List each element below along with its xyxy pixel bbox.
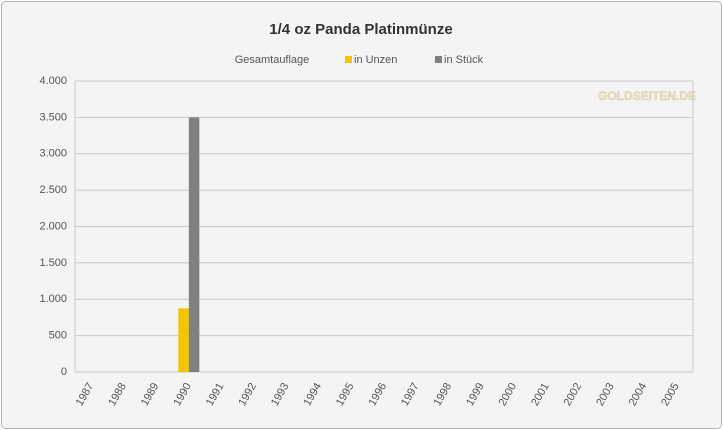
chart-title: 1/4 oz Panda Platinmünze	[269, 21, 452, 38]
y-tick-label: 2.000	[39, 220, 67, 232]
y-tick-label: 2.500	[39, 184, 67, 196]
legend-label: in Stück	[444, 54, 484, 66]
y-tick-label: 1.000	[39, 293, 67, 305]
y-tick-label: 3.500	[39, 111, 67, 123]
legend-swatch	[345, 56, 352, 63]
y-tick-label: 3.000	[39, 148, 67, 160]
legend-label: in Unzen	[354, 54, 397, 66]
y-tick-label: 4.000	[39, 75, 67, 87]
bar	[188, 117, 200, 372]
y-tick-label: 500	[49, 330, 67, 342]
bar	[178, 308, 189, 372]
y-tick-label: 1.500	[39, 257, 67, 269]
legend-swatch	[435, 56, 442, 63]
watermark: GOLDSEITEN.DE	[598, 89, 696, 103]
y-tick-label: 0	[61, 366, 67, 378]
legend-title: Gesamtauflage	[235, 54, 310, 66]
